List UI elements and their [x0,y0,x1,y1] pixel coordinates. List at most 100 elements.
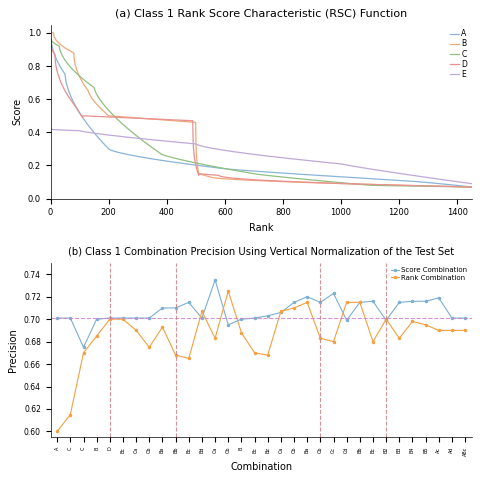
A [48,36,54,42]
A [241,168,247,173]
Title: (b) Class 1 Combination Precision Using Vertical Normalization of the Test Set: (b) Class 1 Combination Precision Using … [68,247,454,257]
Score Combination [462,315,468,321]
Score Combination [265,313,271,319]
Rank Combination [344,300,349,305]
Rank Combination [133,327,139,333]
D [456,184,462,190]
Rank Combination [370,339,376,345]
Legend: A, B, C, D, E: A, B, C, D, E [449,28,468,80]
Score Combination [449,315,455,321]
A [456,183,462,189]
C [456,184,462,190]
A [456,183,462,189]
Rank Combination [199,309,205,314]
Line: E: E [51,129,472,184]
Score Combination [370,299,376,304]
Score Combination [383,317,389,323]
Rank Combination [212,336,218,341]
Rank Combination [226,288,231,294]
Score Combination [278,310,284,315]
E [456,179,462,185]
Rank Combination [383,316,389,322]
Score Combination [436,295,442,301]
Rank Combination [462,327,468,333]
Score Combination [409,299,415,304]
Score Combination [133,315,139,321]
X-axis label: Rank: Rank [249,223,274,233]
Rank Combination [265,352,271,358]
B [252,178,258,183]
B [48,30,54,36]
Score Combination [81,344,86,350]
E [48,126,54,132]
Score Combination [94,316,99,322]
D [469,184,475,190]
Line: Rank Combination: Rank Combination [56,290,466,432]
Rank Combination [291,305,297,311]
E [252,152,258,157]
Rank Combination [409,319,415,324]
Rank Combination [107,316,113,322]
B [70,49,75,55]
E [379,168,385,174]
B [469,184,475,190]
Rank Combination [94,333,99,339]
Rank Combination [396,336,402,341]
Score Combination [317,300,323,305]
Line: C: C [51,39,472,187]
Rank Combination [173,352,179,358]
Score Combination [226,322,231,328]
Score Combination [291,300,297,305]
D [70,99,75,105]
Score Combination [186,300,192,305]
Rank Combination [357,300,363,305]
Score Combination [199,315,205,321]
E [456,179,462,185]
C [456,184,462,190]
A [379,177,385,182]
Score Combination [396,300,402,305]
Rank Combination [159,324,165,330]
C [469,184,475,190]
Rank Combination [81,350,86,356]
Line: D: D [51,45,472,187]
Rank Combination [54,429,60,434]
Score Combination [212,277,218,283]
D [241,176,247,182]
Rank Combination [252,350,257,356]
Rank Combination [449,327,455,333]
Score Combination [239,316,244,322]
C [252,171,258,177]
A [252,168,258,174]
B [241,177,247,183]
Rank Combination [239,330,244,336]
Score Combination [107,315,113,321]
Rank Combination [423,322,429,328]
Score Combination [344,317,349,323]
Score Combination [120,315,126,321]
Score Combination [54,315,60,321]
C [241,169,247,175]
Line: Score Combination: Score Combination [56,279,466,348]
Rank Combination [317,336,323,341]
Rank Combination [304,300,310,305]
D [379,182,385,188]
B [456,184,462,190]
D [456,184,462,190]
E [70,128,75,133]
Rank Combination [68,412,73,418]
X-axis label: Combination: Combination [230,462,292,472]
Score Combination [423,299,429,304]
C [70,66,75,72]
Rank Combination [331,339,336,345]
Line: A: A [51,39,472,187]
Score Combination [357,300,363,305]
A [469,184,475,190]
Score Combination [304,294,310,300]
Rank Combination [146,344,152,350]
B [456,184,462,190]
Y-axis label: Precision: Precision [8,328,18,372]
E [469,181,475,187]
D [48,42,54,48]
A [70,97,75,103]
